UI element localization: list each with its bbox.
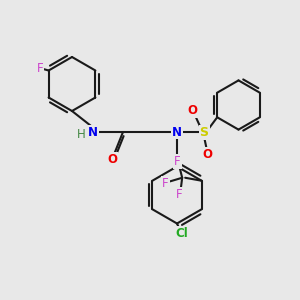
Text: Cl: Cl [175,226,188,240]
Text: H: H [77,128,86,141]
Text: S: S [200,125,208,139]
Text: F: F [174,155,181,168]
Text: F: F [176,188,182,201]
Text: O: O [187,104,197,118]
Text: O: O [107,153,117,167]
Text: F: F [37,62,44,76]
Text: N: N [88,125,98,139]
Text: F: F [162,177,169,190]
Text: O: O [202,148,212,161]
Text: N: N [172,125,182,139]
